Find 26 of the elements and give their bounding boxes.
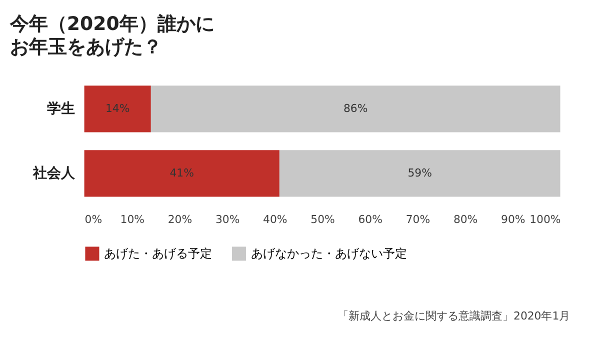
y-tick-label: 学生 — [46, 100, 75, 117]
x-tick-label: 70% — [406, 213, 430, 226]
x-tick-label: 60% — [358, 213, 382, 226]
x-tick-label: 100% — [530, 213, 561, 226]
data-label: 41% — [170, 166, 194, 180]
chart-title: 今年（2020年）誰かに — [8, 13, 214, 36]
x-tick-label: 10% — [120, 213, 144, 226]
data-label: 86% — [343, 102, 368, 115]
data-label: 59% — [408, 166, 432, 180]
x-tick-label: 80% — [453, 213, 478, 226]
x-tick-label: 20% — [168, 213, 192, 226]
x-tick-label: 90% — [501, 213, 526, 226]
bar — [84, 86, 151, 132]
y-tick-label: 社会人 — [32, 165, 76, 182]
legend-label: あげなかった・あげない予定 — [250, 246, 407, 261]
chart-subtitle: お年玉をあげた？ — [10, 36, 162, 58]
x-tick-label: 40% — [263, 213, 288, 226]
bar — [150, 86, 560, 132]
data-label: 14% — [105, 102, 130, 115]
text: 「新成人とお金に関する意識調査」2020年1月 — [338, 310, 570, 323]
x-tick-label: 30% — [215, 213, 240, 226]
x-tick-label: 0% — [84, 213, 102, 226]
x-tick-label: 50% — [310, 213, 335, 226]
legend-label: あげた・あげる予定 — [104, 246, 212, 261]
bar — [279, 150, 560, 197]
bar — [84, 150, 280, 197]
